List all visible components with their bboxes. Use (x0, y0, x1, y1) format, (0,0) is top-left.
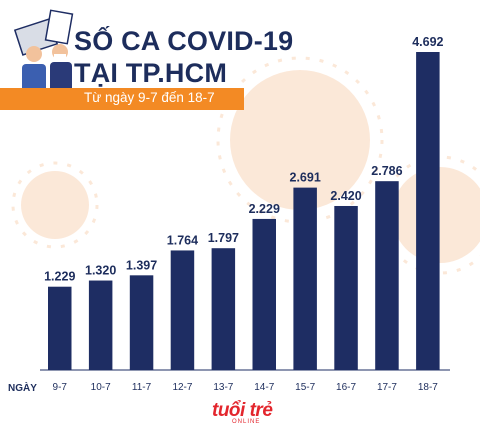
bar-10-7 (88, 280, 113, 370)
bar-18-7 (416, 52, 440, 370)
data-label-17-7: 2.786 (371, 164, 402, 178)
bar-11-7 (129, 275, 154, 370)
bar-12-7 (170, 250, 195, 370)
x-tick-label-14-7: 14-7 (254, 382, 274, 393)
bar-15-7 (293, 187, 317, 370)
x-axis-label: NGÀY (8, 383, 37, 394)
x-tick-label-9-7: 9-7 (53, 382, 68, 393)
x-tick-label-10-7: 10-7 (91, 382, 111, 393)
data-label-15-7: 2.691 (290, 171, 321, 185)
bar-14-7 (252, 218, 276, 370)
data-label-9-7: 1.229 (44, 270, 75, 284)
data-label-18-7: 4.692 (412, 35, 443, 49)
data-label-13-7: 1.797 (208, 231, 239, 245)
people-with-masks-illustration (13, 9, 74, 100)
x-tick-label-18-7: 18-7 (418, 382, 438, 393)
x-tick-label-13-7: 13-7 (213, 382, 233, 393)
bar-17-7 (375, 181, 399, 370)
bar-16-7 (334, 205, 358, 370)
subtitle-ribbon (0, 88, 244, 110)
data-label-14-7: 2.229 (249, 202, 280, 216)
tuoi-tre-logo: tuổi trẻ (212, 400, 273, 421)
data-label-11-7: 1.397 (126, 258, 157, 272)
data-label-12-7: 1.764 (167, 233, 198, 247)
chart-title-line-2: TẠI TP.HCM (74, 58, 228, 88)
chart-subtitle: Từ ngày 9-7 đến 18-7 (84, 90, 215, 105)
x-tick-label-11-7: 11-7 (132, 382, 152, 393)
tuoi-tre-logo-subtext: ONLINE (232, 419, 261, 425)
data-label-16-7: 2.420 (330, 189, 361, 203)
x-tick-label-12-7: 12-7 (172, 382, 192, 393)
bar-9-7 (48, 286, 72, 370)
x-tick-label-17-7: 17-7 (377, 382, 397, 393)
data-label-10-7: 1.320 (85, 264, 116, 278)
x-tick-label-15-7: 15-7 (295, 382, 315, 393)
x-tick-label-16-7: 16-7 (336, 382, 356, 393)
bar-13-7 (211, 248, 236, 370)
chart-title-line-1: SỐ CA COVID-19 (74, 26, 294, 56)
